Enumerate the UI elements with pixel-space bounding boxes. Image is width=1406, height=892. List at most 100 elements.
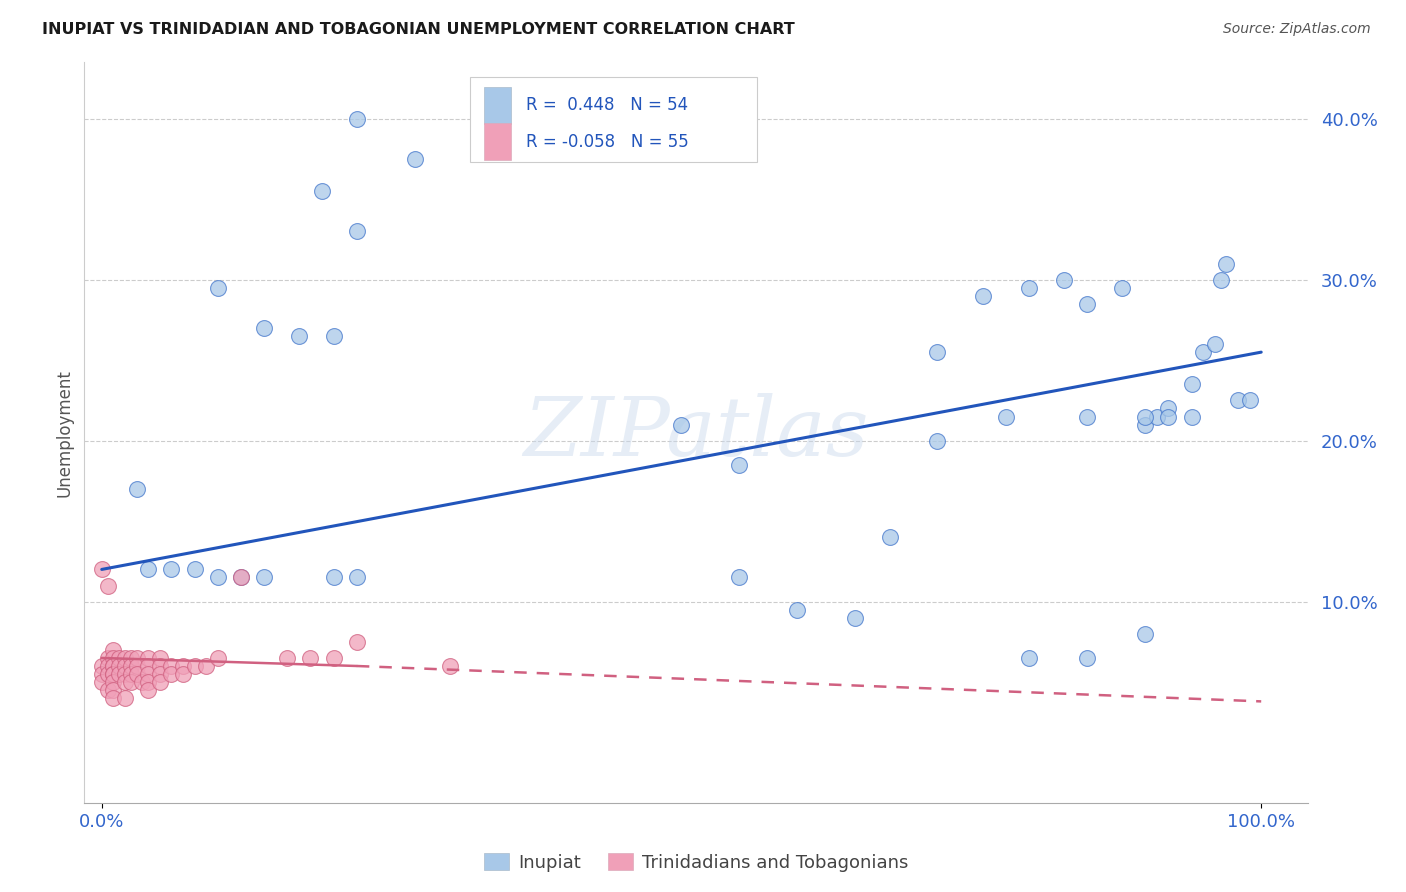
Point [160, 659, 183, 673]
Y-axis label: Unemployment: Unemployment [55, 368, 73, 497]
Point [207, 570, 229, 584]
Point [120, 659, 142, 673]
Point [90, 667, 112, 681]
FancyBboxPatch shape [470, 78, 758, 162]
Point [136, 651, 159, 665]
Point [90, 675, 112, 690]
Legend: Inupiat, Trinidadians and Tobagonians: Inupiat, Trinidadians and Tobagonians [477, 847, 915, 879]
Point [1192, 345, 1215, 359]
Point [253, 570, 276, 584]
Point [136, 659, 159, 673]
Point [149, 675, 172, 690]
Point [96, 578, 118, 592]
Point [1157, 409, 1180, 424]
Point [90, 562, 112, 576]
Point [728, 570, 751, 584]
Point [1146, 409, 1168, 424]
Point [136, 667, 159, 681]
Point [90, 659, 112, 673]
Text: R = -0.058   N = 55: R = -0.058 N = 55 [526, 133, 689, 151]
Point [207, 281, 229, 295]
Point [1018, 651, 1040, 665]
Point [120, 651, 142, 665]
Point [253, 321, 276, 335]
Point [1135, 627, 1157, 641]
Point [103, 643, 125, 657]
Point [103, 667, 125, 681]
Text: ZIPatlas: ZIPatlas [523, 392, 869, 473]
Point [114, 651, 136, 665]
Point [172, 659, 194, 673]
Point [103, 691, 125, 706]
Point [671, 417, 693, 432]
Point [1076, 409, 1098, 424]
Text: INUPIAT VS TRINIDADIAN AND TOBAGONIAN UNEMPLOYMENT CORRELATION CHART: INUPIAT VS TRINIDADIAN AND TOBAGONIAN UN… [42, 22, 794, 37]
Point [925, 434, 948, 448]
Point [103, 675, 125, 690]
Point [1135, 417, 1157, 432]
Point [114, 667, 136, 681]
Point [1209, 273, 1232, 287]
Point [103, 659, 125, 673]
Point [1018, 281, 1040, 295]
Point [322, 329, 344, 343]
Point [276, 651, 298, 665]
Point [322, 651, 344, 665]
Point [183, 659, 205, 673]
Point [96, 659, 118, 673]
Point [1204, 337, 1226, 351]
Point [136, 675, 159, 690]
Point [125, 659, 148, 673]
Point [404, 152, 426, 166]
Point [103, 659, 125, 673]
Point [103, 651, 125, 665]
Point [439, 659, 461, 673]
Point [346, 635, 368, 649]
Point [172, 667, 194, 681]
Point [346, 112, 368, 126]
Text: Source: ZipAtlas.com: Source: ZipAtlas.com [1223, 22, 1371, 37]
Point [96, 667, 118, 681]
Point [1135, 409, 1157, 424]
FancyBboxPatch shape [484, 87, 512, 124]
Point [1227, 393, 1250, 408]
Point [1076, 297, 1098, 311]
Point [136, 562, 159, 576]
Point [288, 329, 311, 343]
Point [120, 675, 142, 690]
Point [103, 667, 125, 681]
Point [1053, 273, 1076, 287]
Point [1181, 409, 1204, 424]
Text: R =  0.448   N = 54: R = 0.448 N = 54 [526, 96, 688, 114]
Point [1239, 393, 1261, 408]
Point [160, 667, 183, 681]
Point [346, 224, 368, 238]
Point [125, 651, 148, 665]
Point [1111, 281, 1133, 295]
Point [207, 651, 229, 665]
Point [1215, 257, 1237, 271]
Point [299, 651, 322, 665]
Point [786, 602, 808, 616]
Point [149, 659, 172, 673]
Point [844, 610, 866, 624]
FancyBboxPatch shape [484, 123, 512, 161]
Point [972, 289, 994, 303]
Point [183, 562, 205, 576]
Point [108, 651, 131, 665]
Point [114, 675, 136, 690]
Point [925, 345, 948, 359]
Point [229, 570, 252, 584]
Point [108, 659, 131, 673]
Point [1157, 401, 1180, 416]
Point [96, 683, 118, 698]
Point [125, 482, 148, 496]
Point [1181, 377, 1204, 392]
Point [136, 683, 159, 698]
Point [108, 667, 131, 681]
Point [125, 667, 148, 681]
Point [114, 659, 136, 673]
Point [120, 667, 142, 681]
Point [311, 184, 333, 198]
Point [229, 570, 252, 584]
